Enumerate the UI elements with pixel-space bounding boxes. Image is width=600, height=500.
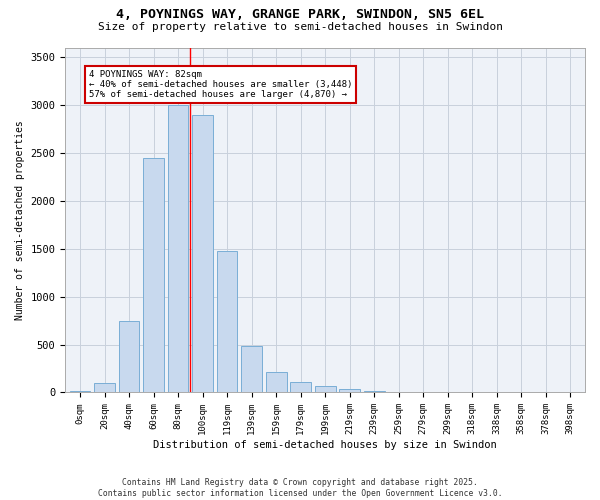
Bar bbox=[192, 114, 213, 392]
Bar bbox=[315, 386, 335, 392]
Bar bbox=[94, 383, 115, 392]
Bar bbox=[70, 390, 91, 392]
Y-axis label: Number of semi-detached properties: Number of semi-detached properties bbox=[15, 120, 25, 320]
Bar bbox=[364, 391, 385, 392]
Bar bbox=[290, 382, 311, 392]
Text: Size of property relative to semi-detached houses in Swindon: Size of property relative to semi-detach… bbox=[97, 22, 503, 32]
Bar bbox=[119, 320, 139, 392]
Bar bbox=[266, 372, 287, 392]
Text: 4, POYNINGS WAY, GRANGE PARK, SWINDON, SN5 6EL: 4, POYNINGS WAY, GRANGE PARK, SWINDON, S… bbox=[116, 8, 484, 20]
Bar bbox=[217, 250, 238, 392]
Bar bbox=[143, 158, 164, 392]
X-axis label: Distribution of semi-detached houses by size in Swindon: Distribution of semi-detached houses by … bbox=[153, 440, 497, 450]
Bar bbox=[241, 346, 262, 393]
Text: Contains HM Land Registry data © Crown copyright and database right 2025.
Contai: Contains HM Land Registry data © Crown c… bbox=[98, 478, 502, 498]
Text: 4 POYNINGS WAY: 82sqm
← 40% of semi-detached houses are smaller (3,448)
57% of s: 4 POYNINGS WAY: 82sqm ← 40% of semi-deta… bbox=[89, 70, 352, 100]
Bar bbox=[167, 105, 188, 393]
Bar bbox=[339, 389, 360, 392]
